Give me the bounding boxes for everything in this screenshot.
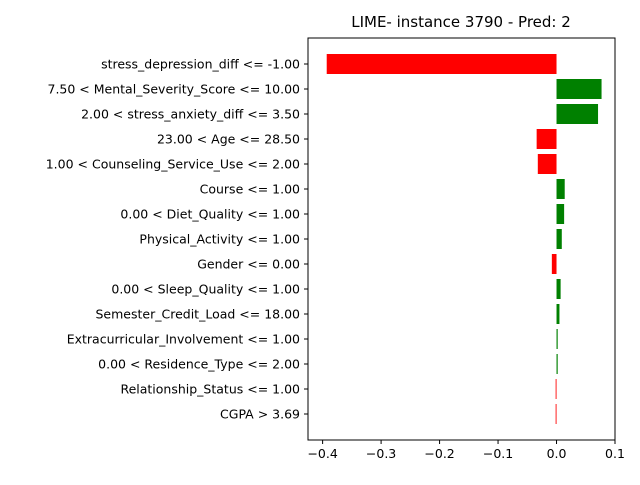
- category-label: CGPA > 3.69: [220, 407, 300, 422]
- category-label: 0.00 < Diet_Quality <= 1.00: [120, 207, 300, 222]
- bar: [556, 204, 565, 224]
- x-tick-label: 0.1: [605, 446, 625, 461]
- category-label: 23.00 < Age <= 28.50: [157, 132, 300, 147]
- bar: [536, 129, 557, 149]
- bar: [556, 104, 599, 124]
- category-label: Course <= 1.00: [200, 182, 300, 197]
- bar: [326, 54, 557, 74]
- category-labels-group: stress_depression_diff <= -1.00 7.50 < Me…: [46, 57, 308, 422]
- x-tick-label: −0.3: [366, 446, 396, 461]
- bar: [556, 354, 558, 374]
- x-tick-label: −0.1: [483, 446, 513, 461]
- bar: [555, 404, 557, 424]
- plot-frame: [307, 37, 616, 441]
- bar: [555, 379, 557, 399]
- x-tick-label: 0.0: [547, 446, 567, 461]
- category-label: Relationship_Status <= 1.00: [120, 382, 300, 397]
- category-label: Gender <= 0.00: [197, 257, 300, 272]
- bar: [556, 79, 602, 99]
- bar: [537, 154, 557, 174]
- bar: [556, 304, 560, 324]
- category-label: Physical_Activity <= 1.00: [139, 232, 300, 247]
- category-label: 7.50 < Mental_Severity_Score <= 10.00: [48, 82, 301, 97]
- bar: [556, 229, 562, 249]
- bar: [556, 329, 558, 349]
- category-label: Semester_Credit_Load <= 18.00: [96, 307, 301, 322]
- x-tick-label: −0.2: [424, 446, 454, 461]
- category-label: 2.00 < stress_anxiety_diff <= 3.50: [81, 107, 300, 122]
- category-label: stress_depression_diff <= -1.00: [101, 57, 300, 72]
- category-label: Extracurricular_Involvement <= 1.00: [67, 332, 300, 347]
- category-label: 1.00 < Counseling_Service_Use <= 2.00: [46, 157, 300, 172]
- chart-title: LIME- instance 3790 - Pred: 2: [351, 13, 571, 31]
- category-label: 0.00 < Sleep_Quality <= 1.00: [111, 282, 300, 297]
- bar: [556, 179, 565, 199]
- bars-group: [326, 54, 602, 424]
- category-label: 0.00 < Residence_Type <= 2.00: [98, 357, 300, 372]
- x-ticks-group: −0.4 −0.3 −0.2 −0.1 0.0 0.1: [307, 440, 625, 461]
- bar: [556, 279, 561, 299]
- bar: [551, 254, 557, 274]
- x-tick-label: −0.4: [307, 446, 337, 461]
